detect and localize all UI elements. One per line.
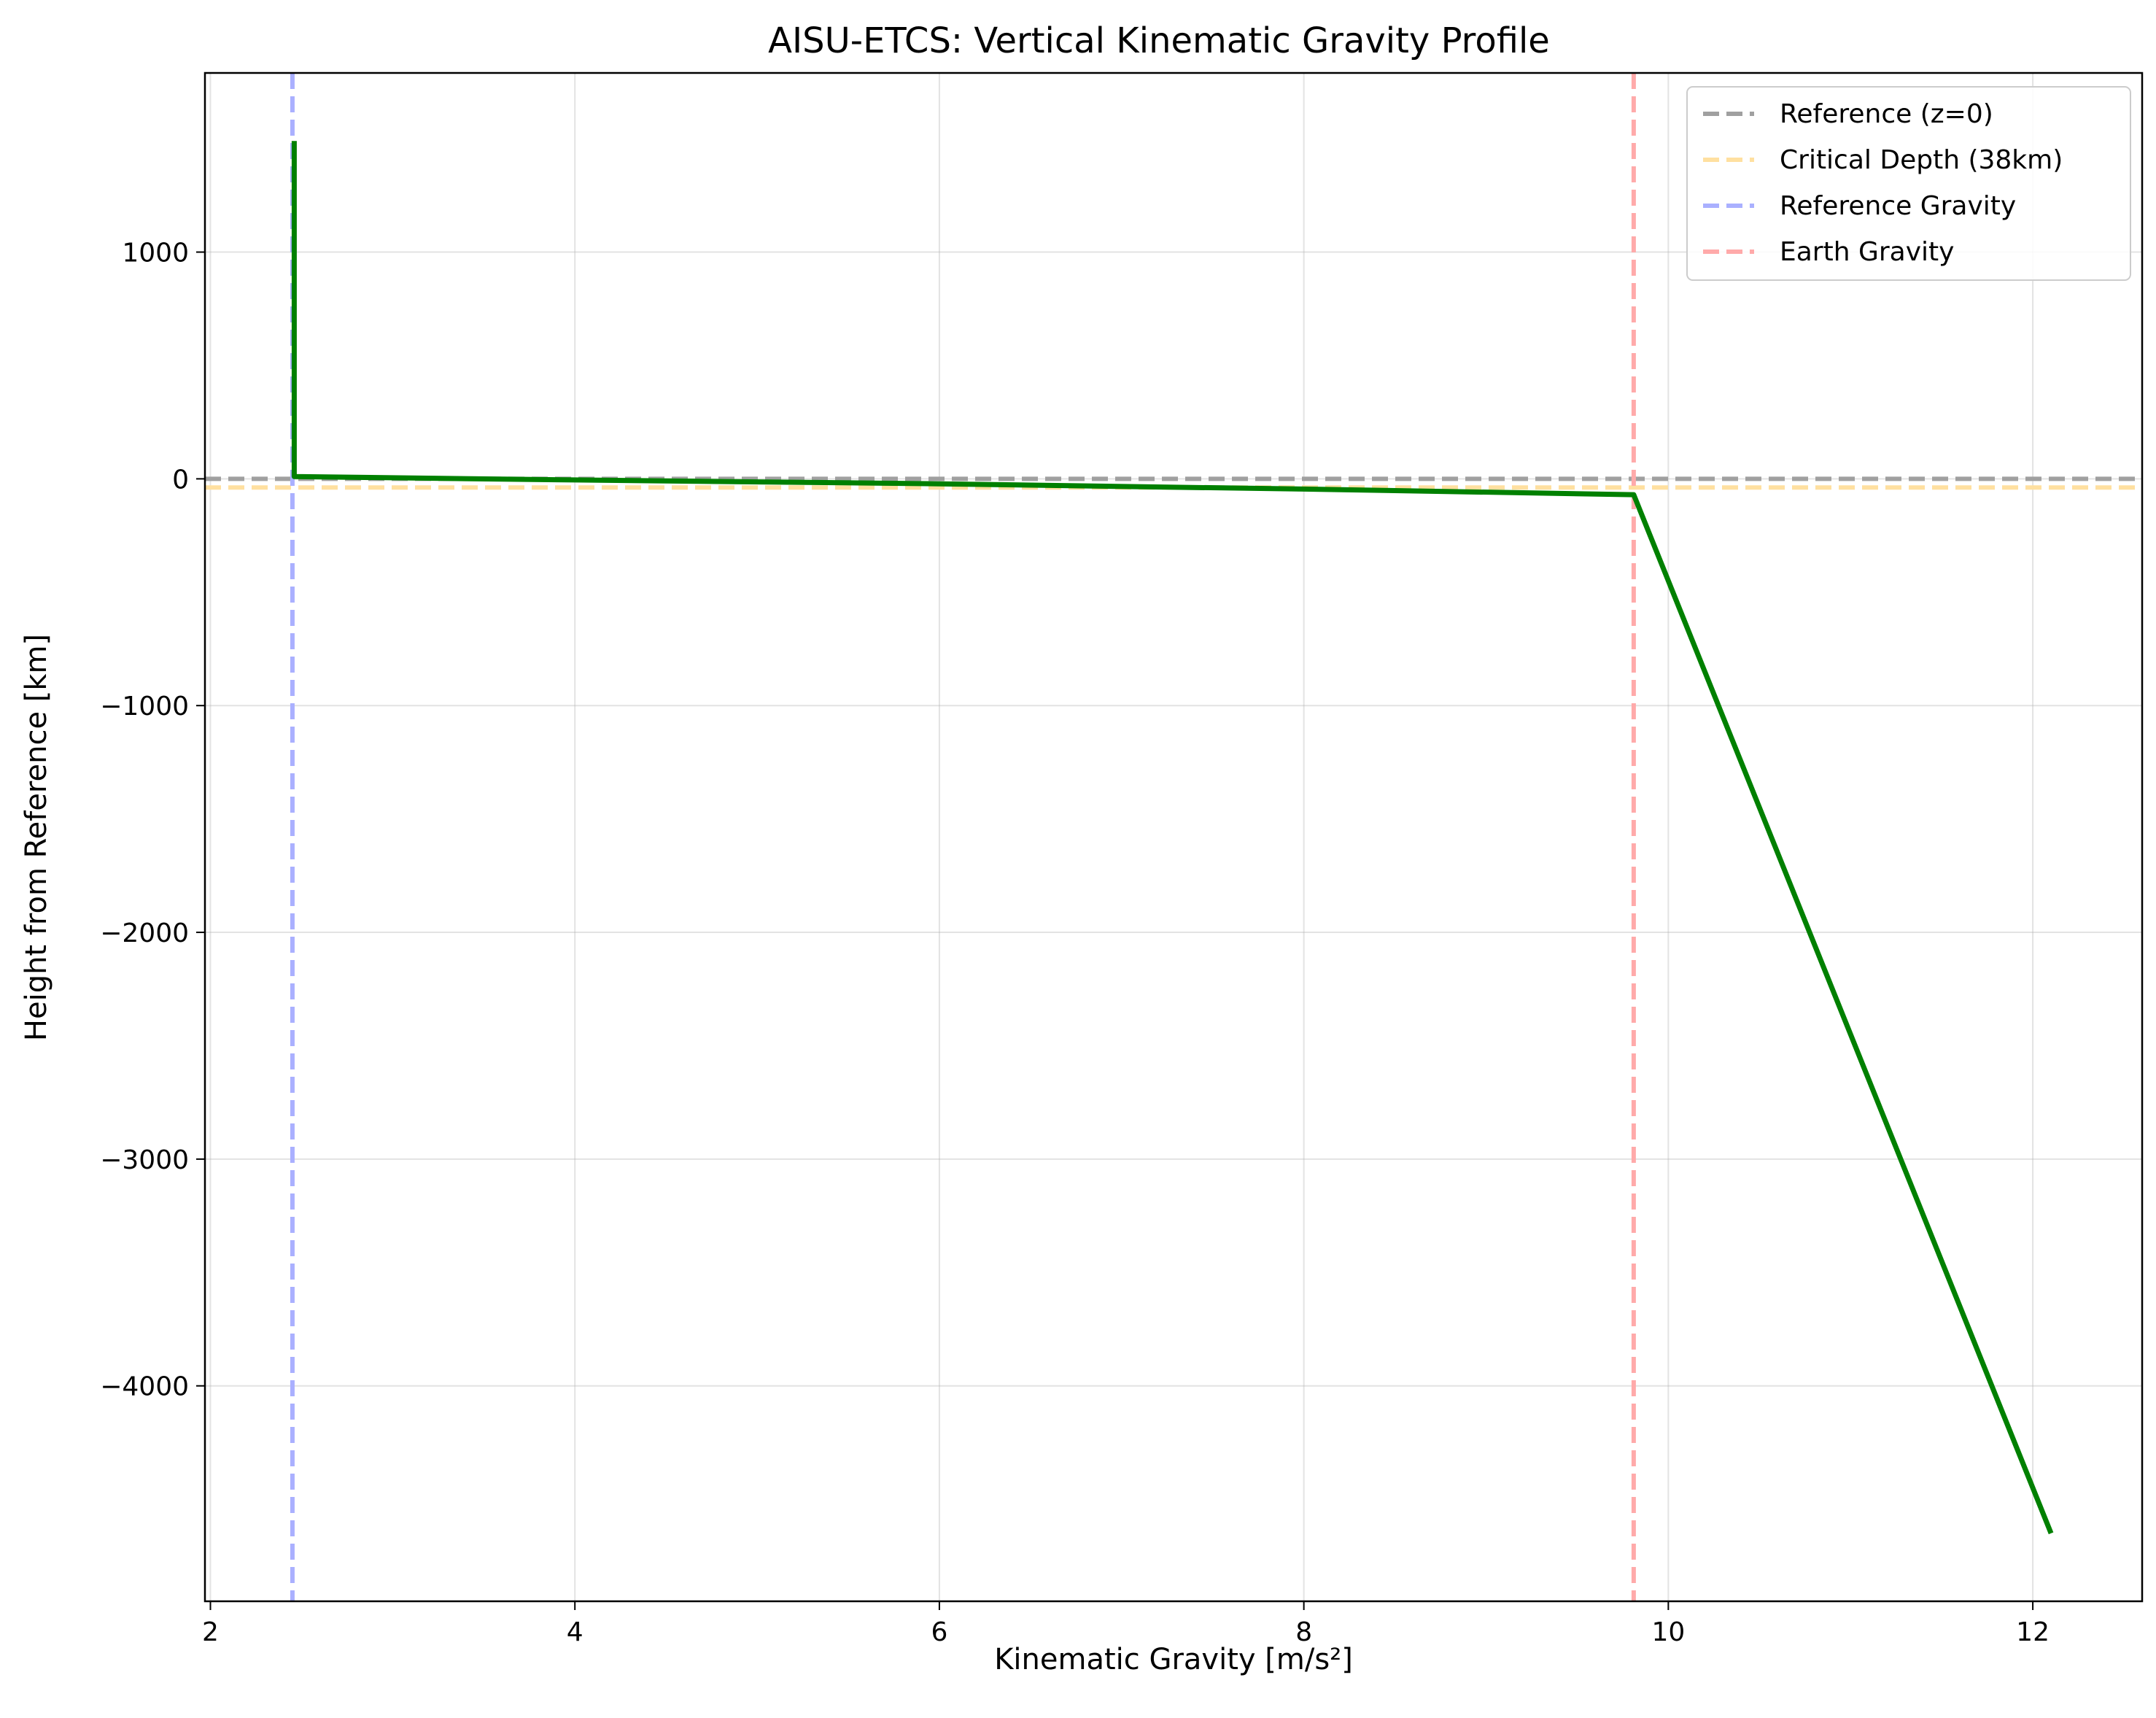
- legend-box: [1686, 86, 2131, 281]
- y-tick-label: −2000: [100, 918, 189, 948]
- legend-label: Critical Depth (38km): [1780, 145, 2063, 175]
- axis-ticks: 2 4 6 8 10 12 1000 0 −1000 −2000 −3000 −4000: [100, 239, 2050, 1647]
- x-tick-label: 12: [2016, 1617, 2050, 1647]
- legend: Reference (z=0) Critical Depth (38km) Refe…: [1686, 86, 2131, 281]
- x-tick-label: 10: [1651, 1617, 1685, 1647]
- y-axis-label: Height from Reference [km]: [20, 634, 53, 1041]
- y-tick-label: 0: [172, 465, 189, 495]
- data-series: [291, 141, 2054, 1535]
- x-tick-label: 4: [567, 1617, 583, 1647]
- x-tick-label: 6: [931, 1617, 947, 1647]
- x-axis-label: Kinematic Gravity [m/s²]: [994, 1643, 1353, 1676]
- legend-label: Reference (z=0): [1780, 99, 1993, 129]
- plot-frame: [203, 71, 2144, 1603]
- y-tick-label: 1000: [122, 239, 189, 268]
- legend-label: Reference Gravity: [1780, 191, 2016, 221]
- y-tick-label: −1000: [100, 692, 189, 721]
- chart-title: AISU-ETCS: Vertical Kinematic Gravity Pr…: [768, 20, 1550, 61]
- legend-label: Earth Gravity: [1780, 237, 1954, 267]
- x-tick-label: 2: [202, 1617, 219, 1647]
- series-line: [291, 141, 2054, 1535]
- y-tick-label: −4000: [100, 1372, 189, 1402]
- x-tick-label: 8: [1295, 1617, 1312, 1647]
- y-tick-label: −3000: [100, 1145, 189, 1175]
